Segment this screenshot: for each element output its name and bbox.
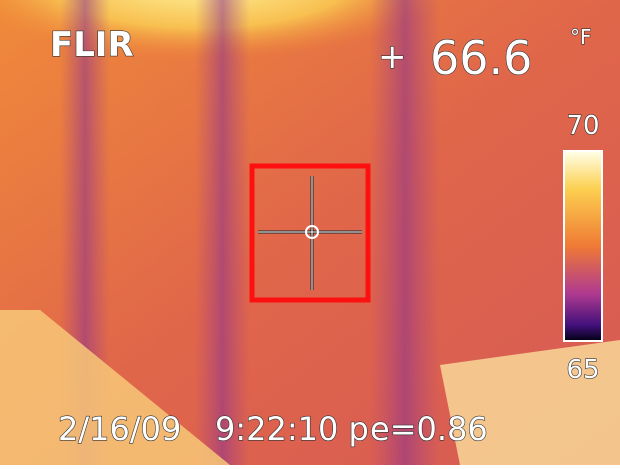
measurement-box: [249, 163, 371, 303]
crosshair-center: [305, 225, 319, 239]
color-bar: [563, 150, 603, 342]
emissivity: e=0.86: [370, 410, 488, 448]
crosshair-highlight: [258, 176, 362, 290]
cool-stripe: [370, 0, 440, 465]
scale-min: 65: [566, 355, 599, 385]
date: 2/16/09: [58, 410, 181, 448]
spot-temperature: 66.6: [430, 31, 532, 85]
brand-logo: FLIR: [50, 25, 134, 65]
cool-stripe: [195, 0, 250, 465]
temperature-unit: °F: [570, 25, 592, 49]
warm-railing: [0, 310, 230, 465]
time: 9:22:10 p: [215, 410, 369, 448]
scale-max: 70: [566, 111, 599, 141]
warm-furniture: [440, 340, 620, 465]
spot-symbol: +: [378, 37, 407, 77]
